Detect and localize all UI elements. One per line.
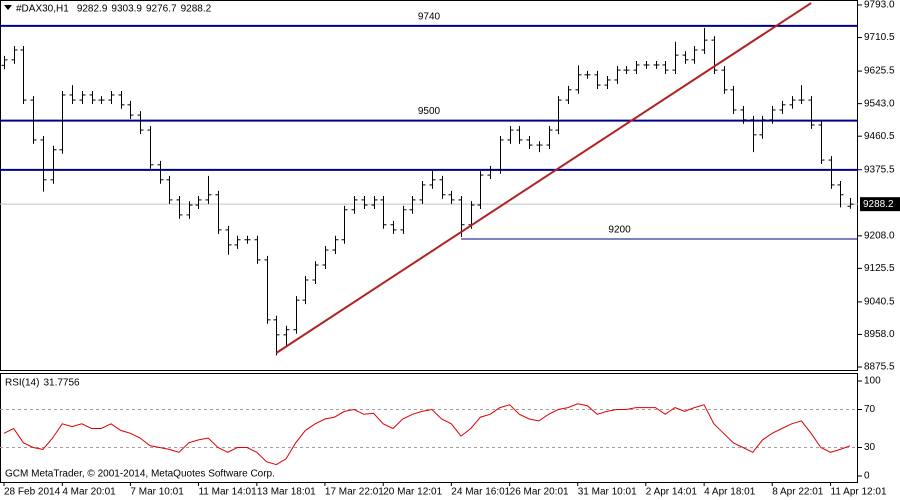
y-tick-label: 9125.5 <box>864 263 895 274</box>
price-panel-frame <box>0 0 858 371</box>
x-tick-label: 26 Mar 20:01 <box>510 487 569 498</box>
y-tick-label: 9375.5 <box>864 164 895 175</box>
header-low: 9276.7 <box>146 4 177 15</box>
header-high: 9303.9 <box>111 4 142 15</box>
level-label: 9740 <box>418 12 441 23</box>
footer-annotation: GCM MetaTrader, © 2001-2014, MetaQuotes … <box>5 469 275 480</box>
y-tick-label: 8958.0 <box>864 329 895 340</box>
x-tick-label: 17 Mar 22:01 <box>325 487 384 498</box>
y-tick-label: 9460.5 <box>864 131 895 142</box>
x-tick-label: 11 Apr 12:01 <box>831 487 887 498</box>
header-open: 9282.9 <box>77 4 108 15</box>
level-label: 9500 <box>418 106 441 117</box>
rsi-y-tick-label: 0 <box>864 471 870 482</box>
header-close: 9288.2 <box>181 4 212 15</box>
x-tick-label: 20 Mar 12:01 <box>383 487 442 498</box>
x-tick-label: 4 Mar 20:01 <box>62 487 116 498</box>
x-tick-label: 4 Apr 18:01 <box>704 487 756 498</box>
x-tick-label: 7 Mar 10:01 <box>130 487 184 498</box>
rsi-value: 31.7756 <box>43 378 80 389</box>
rsi-y-tick-label: 30 <box>864 442 876 453</box>
x-tick-label: 31 Mar 10:01 <box>578 487 637 498</box>
y-tick-label: 9208.0 <box>864 230 895 241</box>
price-label-box <box>860 197 900 212</box>
trendline <box>275 2 812 354</box>
y-tick-label: 9040.5 <box>864 297 895 308</box>
x-tick-label: 24 Mar 16:01 <box>451 487 510 498</box>
y-tick-label: 9710.5 <box>864 32 895 43</box>
x-tick-label: 11 Mar 14:01 <box>198 487 257 498</box>
price-bars <box>1 27 854 356</box>
x-tick-label: 8 Apr 22:01 <box>772 487 824 498</box>
y-tick-label: 8875.5 <box>864 362 895 373</box>
rsi-y-tick-label: 100 <box>864 376 881 387</box>
trendline-group <box>275 2 812 354</box>
chart-title: #DAX30,H1 <box>16 4 69 15</box>
price-label: 9288.2 <box>863 199 894 210</box>
rsi-y-tick-label: 70 <box>864 404 876 415</box>
menu-triangle[interactable] <box>4 5 12 10</box>
y-tick-label: 9793.0 <box>864 0 895 11</box>
x-tick-label: 28 Feb 2014 <box>4 487 61 498</box>
rsi-panel-frame <box>0 373 858 483</box>
x-tick-label: 13 Mar 18:01 <box>257 487 316 498</box>
rsi-line <box>3 403 851 466</box>
x-tick-label: 2 Apr 14:01 <box>646 487 698 498</box>
y-tick-label: 9625.5 <box>864 66 895 77</box>
y-tick-label: 9543.0 <box>864 98 895 109</box>
level-label: 9200 <box>608 225 631 236</box>
rsi-title: RSI(14) <box>5 378 39 389</box>
